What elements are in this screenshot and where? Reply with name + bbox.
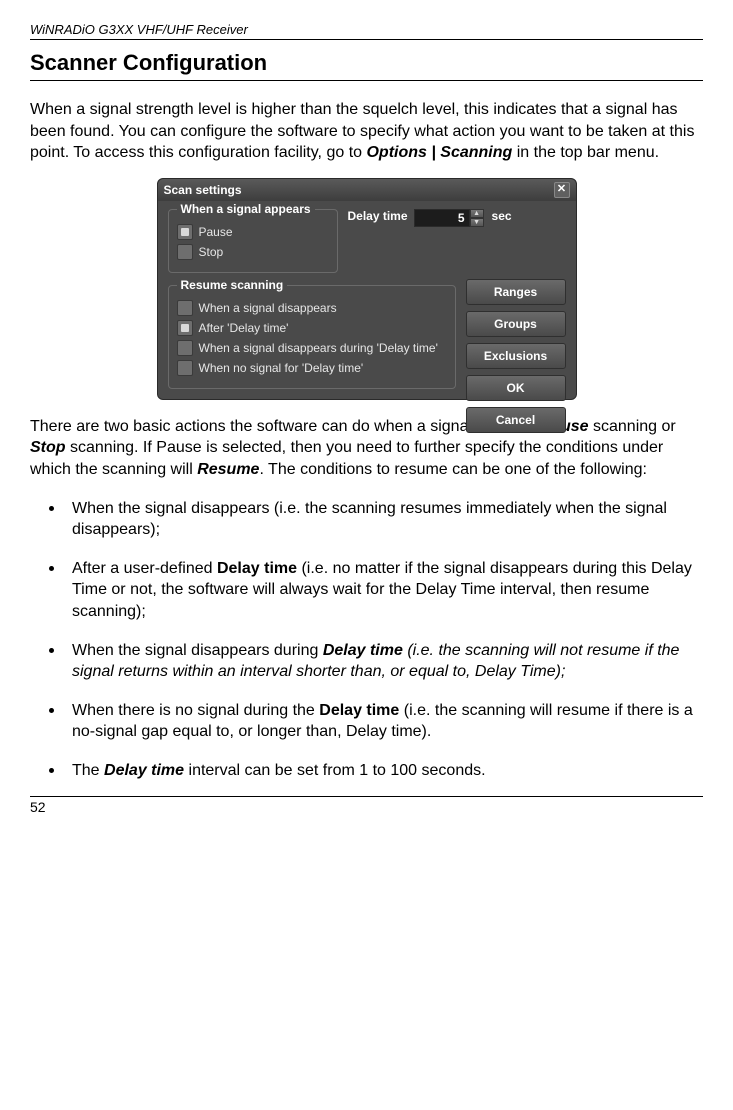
scan-settings-dialog: Scan settings ✕ When a signal appears Pa… [157,178,577,400]
text: The [72,762,104,779]
list-item: When the signal disappears (i.e. the sca… [66,495,703,541]
screenshot-container: Scan settings ✕ When a signal appears Pa… [30,178,703,400]
option-label: When a signal disappears during 'Delay t… [199,341,438,355]
delay-time-value[interactable]: 5 [414,209,470,227]
em-stop: Stop [30,439,66,456]
text: . The conditions to resume can be one of… [259,461,647,478]
delay-time-input[interactable]: 5 ▲ ▼ [414,209,484,227]
text: interval can be set from 1 to 100 second… [184,762,486,779]
option-resume-after-delay[interactable]: After 'Delay time' [177,320,447,336]
option-pause[interactable]: Pause [177,224,329,240]
text: When the signal disappears during [72,642,323,659]
checkbox-icon[interactable] [177,320,193,336]
actions-paragraph: There are two basic actions the software… [30,416,703,481]
checkbox-icon[interactable] [177,224,193,240]
checkbox-icon[interactable] [177,300,193,316]
checkbox-mark [181,324,189,332]
checkbox-icon[interactable] [177,340,193,356]
checkbox-icon[interactable] [177,360,193,376]
delay-time-area: Delay time 5 ▲ ▼ sec [348,209,566,273]
intro-paragraph: When a signal strength level is higher t… [30,99,703,164]
menu-path: Options | Scanning [366,144,512,161]
title-rule [30,80,703,81]
exclusions-button[interactable]: Exclusions [466,343,566,369]
text: scanning or [589,418,676,435]
conditions-list: When the signal disappears (i.e. the sca… [30,495,703,782]
em-delay-time: Delay time [104,762,184,779]
checkbox-icon[interactable] [177,244,193,260]
ranges-button[interactable]: Ranges [466,279,566,305]
close-icon[interactable]: ✕ [554,182,570,198]
panel-resume-scanning: Resume scanning When a signal disappears… [168,285,456,389]
dialog-top-row: When a signal appears Pause Stop Delay t… [168,209,566,273]
groups-button[interactable]: Groups [466,311,566,337]
dialog-title: Scan settings [164,183,242,197]
running-header: WiNRADiO G3XX VHF/UHF Receiver [30,22,703,37]
footer-rule [30,796,703,797]
page-number: 52 [30,799,703,815]
option-label: Pause [199,225,233,239]
ok-button[interactable]: OK [466,375,566,401]
intro-text-tail: in the top bar menu. [512,144,659,161]
dialog-titlebar[interactable]: Scan settings ✕ [158,179,576,201]
delay-time-label: Delay time [348,209,408,223]
section-title: Scanner Configuration [30,50,703,76]
option-resume-disappears-during-delay[interactable]: When a signal disappears during 'Delay t… [177,340,447,356]
option-stop[interactable]: Stop [177,244,329,260]
option-resume-no-signal[interactable]: When no signal for 'Delay time' [177,360,447,376]
option-resume-disappears[interactable]: When a signal disappears [177,300,447,316]
panel-resume-title: Resume scanning [177,278,288,292]
em-delay-time: Delay time [323,642,403,659]
cancel-button[interactable]: Cancel [466,407,566,433]
option-label: When no signal for 'Delay time' [199,361,364,375]
bold-delay-time: Delay time [319,702,399,719]
option-label: After 'Delay time' [199,321,289,335]
list-item: The Delay time interval can be set from … [66,757,703,782]
text: After a user-defined [72,560,217,577]
option-label: When a signal disappears [199,301,337,315]
page: WiNRADiO G3XX VHF/UHF Receiver Scanner C… [0,0,733,833]
checkbox-mark [181,228,189,236]
delay-time-unit: sec [492,209,512,223]
delay-spinner[interactable]: ▲ ▼ [470,209,484,227]
bold-delay-time: Delay time [217,560,297,577]
header-rule [30,39,703,40]
dialog-body: When a signal appears Pause Stop Delay t… [158,201,576,389]
panel-signal-appears-title: When a signal appears [177,202,315,216]
list-item: When the signal disappears during Delay … [66,637,703,683]
spin-down-icon[interactable]: ▼ [470,218,484,227]
em-resume: Resume [197,461,259,478]
dialog-button-column: Ranges Groups Exclusions OK Cancel [466,279,566,433]
list-item: When there is no signal during the Delay… [66,697,703,743]
list-item: After a user-defined Delay time (i.e. no… [66,555,703,623]
spin-up-icon[interactable]: ▲ [470,209,484,218]
text: When the signal disappears (i.e. the sca… [72,500,667,539]
panel-signal-appears: When a signal appears Pause Stop [168,209,338,273]
option-label: Stop [199,245,224,259]
text: When there is no signal during the [72,702,319,719]
